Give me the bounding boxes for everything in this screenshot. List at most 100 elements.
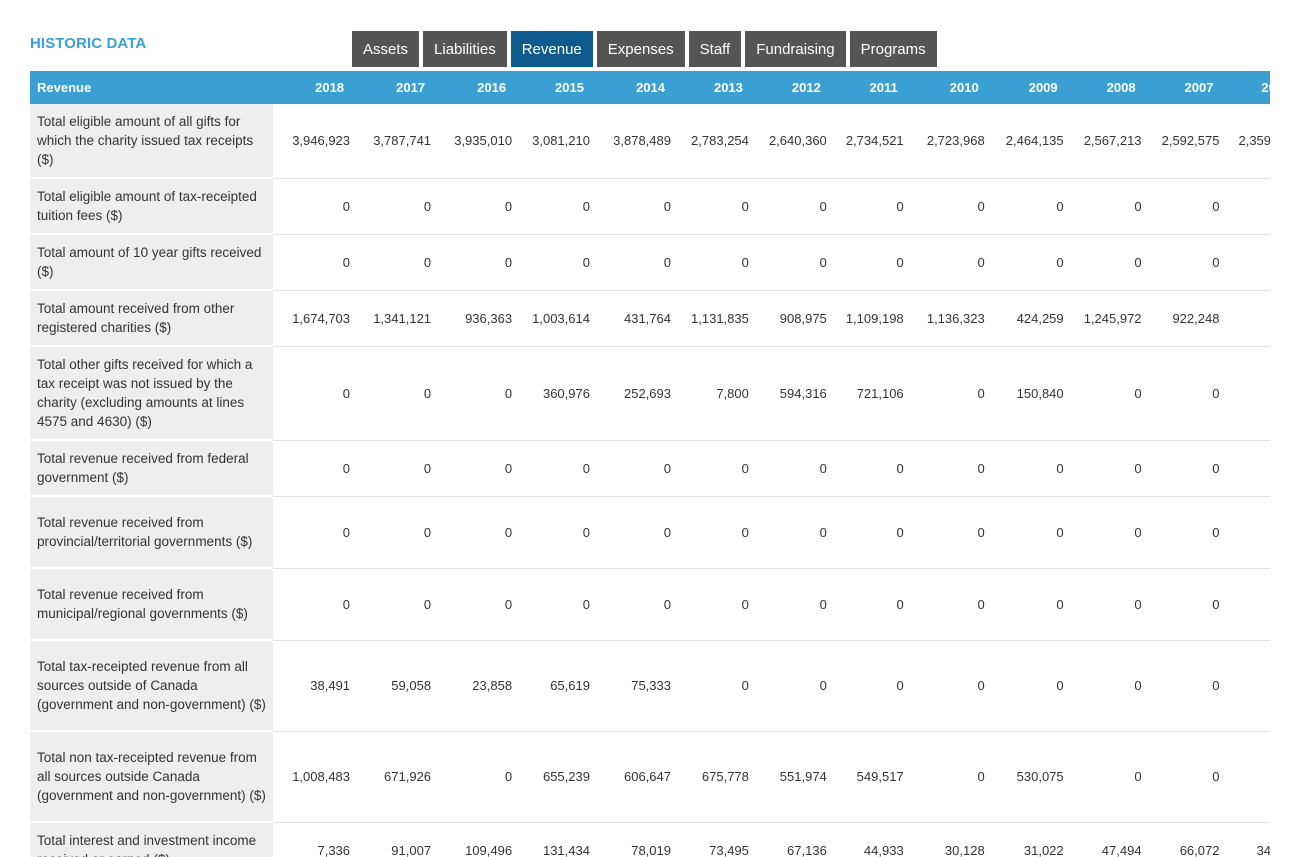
table-cell: 530,075 [986, 731, 1066, 823]
table-cell: 0 [672, 178, 751, 235]
tab-programs[interactable]: Programs [849, 31, 937, 67]
table-cell: 38,491 [273, 640, 353, 732]
table-row: Total revenue received from federal gove… [30, 440, 1270, 497]
row-label: Total non tax-receipted revenue from all… [30, 731, 274, 823]
table-cell: 1,245,972 [1065, 290, 1144, 347]
table-row: Total amount received from other registe… [30, 290, 1270, 347]
table-row: Total eligible amount of all gifts for w… [30, 104, 1270, 179]
table-cell: 0 [905, 234, 987, 291]
table-cell: 0 [514, 178, 592, 235]
table-cell: 0 [1143, 731, 1222, 823]
tab-fundraising[interactable]: Fundraising [745, 31, 846, 67]
table-cell: 0 [986, 178, 1066, 235]
table-cell: 0 [273, 234, 353, 291]
table-cell: 551,974 [750, 731, 829, 823]
table-cell: 0 [1143, 568, 1222, 641]
table-cell: 908,975 [750, 290, 829, 347]
row-label: Total other gifts received for which a t… [30, 346, 274, 441]
table-cell: 671,926 [352, 731, 434, 823]
row-label: Total revenue received from federal gove… [30, 440, 274, 497]
table-cell: 0 [828, 178, 906, 235]
table-cell: 1,109,198 [828, 290, 906, 347]
table-cell: 23,858 [433, 640, 515, 732]
table-cell: 0 [672, 568, 751, 641]
table-cell: 30,128 [905, 822, 987, 857]
table-cell: 0 [672, 496, 751, 569]
table-cell: 131,434 [514, 822, 592, 857]
column-header-year: 2007 [1143, 71, 1222, 104]
table-cell: 31,022 [986, 822, 1066, 857]
table-cell: 44,933 [828, 822, 906, 857]
table-cell: 0 [591, 496, 673, 569]
table-cell: 0 [1065, 346, 1144, 441]
table-cell: 0 [1065, 568, 1144, 641]
table-cell: 1,341,121 [352, 290, 434, 347]
table-cell: 0 [433, 440, 515, 497]
table-cell: 3,946,923 [273, 104, 353, 179]
table-cell: 0 [1065, 731, 1144, 823]
table-cell: 0 [352, 234, 434, 291]
table-cell: 0 [828, 496, 906, 569]
table-cell: 0 [905, 731, 987, 823]
table-cell: 0 [828, 568, 906, 641]
table-row: Total non tax-receipted revenue from all… [30, 731, 1270, 823]
column-header-year: 2014 [591, 71, 673, 104]
table-cell: 0 [433, 496, 515, 569]
tab-expenses[interactable]: Expenses [596, 31, 685, 67]
table-header-row: Revenue 2018 2017 2016 2015 2014 2013 2012 2011… [30, 71, 1270, 104]
table-cell: 0 [905, 640, 987, 732]
table-cell: 2,723,968 [905, 104, 987, 179]
page-title: HISTORIC DATA [30, 35, 147, 52]
table-cell: 0 [1221, 290, 1270, 347]
table-cell: 675,778 [672, 731, 751, 823]
table-cell: 0 [1143, 440, 1222, 497]
table-cell: 0 [986, 640, 1066, 732]
table-cell: 594,316 [750, 346, 829, 441]
table-cell: 0 [352, 346, 434, 441]
table-cell: 0 [433, 234, 515, 291]
table-cell: 0 [672, 440, 751, 497]
tab-staff[interactable]: Staff [688, 31, 742, 67]
table-cell: 0 [514, 440, 592, 497]
column-header-year: 2017 [352, 71, 434, 104]
table-cell: 7,800 [672, 346, 751, 441]
historic-data-table-container[interactable]: Revenue 2018 2017 2016 2015 2014 2013 2012 2011… [30, 71, 1270, 857]
tab-liabilities[interactable]: Liabilities [423, 31, 507, 67]
table-cell: 0 [1065, 178, 1144, 235]
table-cell: 0 [750, 234, 829, 291]
table-cell: 66,072 [1143, 822, 1222, 857]
table-cell: 0 [986, 568, 1066, 641]
table-cell: 3,878,489 [591, 104, 673, 179]
table-cell: 2,783,254 [672, 104, 751, 179]
table-cell: 0 [1221, 731, 1270, 823]
column-header-revenue: Revenue [30, 71, 274, 104]
table-row: Total amount of 10 year gifts received (… [30, 234, 1270, 291]
table-cell: 0 [986, 496, 1066, 569]
column-header-year: 2016 [433, 71, 515, 104]
table-cell: 0 [591, 234, 673, 291]
table-cell: 0 [591, 440, 673, 497]
table-cell: 2,567,213 [1065, 104, 1144, 179]
table-row: Total revenue received from municipal/re… [30, 568, 1270, 641]
table-cell: 0 [352, 178, 434, 235]
table-cell: 2,734,521 [828, 104, 906, 179]
table-cell: 0 [273, 178, 353, 235]
table-cell: 47,494 [1065, 822, 1144, 857]
section-tabs: Assets Liabilities Revenue Expenses Staff Fun… [352, 31, 937, 67]
tab-assets[interactable]: Assets [352, 31, 420, 67]
table-cell: 0 [1221, 234, 1270, 291]
table-cell: 1,131,835 [672, 290, 751, 347]
table-cell: 0 [1065, 496, 1144, 569]
table-cell: 0 [352, 440, 434, 497]
table-cell: 0 [1065, 234, 1144, 291]
table-cell: 0 [1221, 346, 1270, 441]
tab-revenue[interactable]: Revenue [510, 31, 593, 67]
table-cell: 1,674,703 [273, 290, 353, 347]
table-cell: 0 [352, 568, 434, 641]
table-cell: 0 [986, 440, 1066, 497]
table-cell: 0 [750, 568, 829, 641]
table-cell: 0 [672, 640, 751, 732]
table-cell: 3,787,741 [352, 104, 434, 179]
table-cell: 431,764 [591, 290, 673, 347]
table-cell: 0 [1143, 496, 1222, 569]
